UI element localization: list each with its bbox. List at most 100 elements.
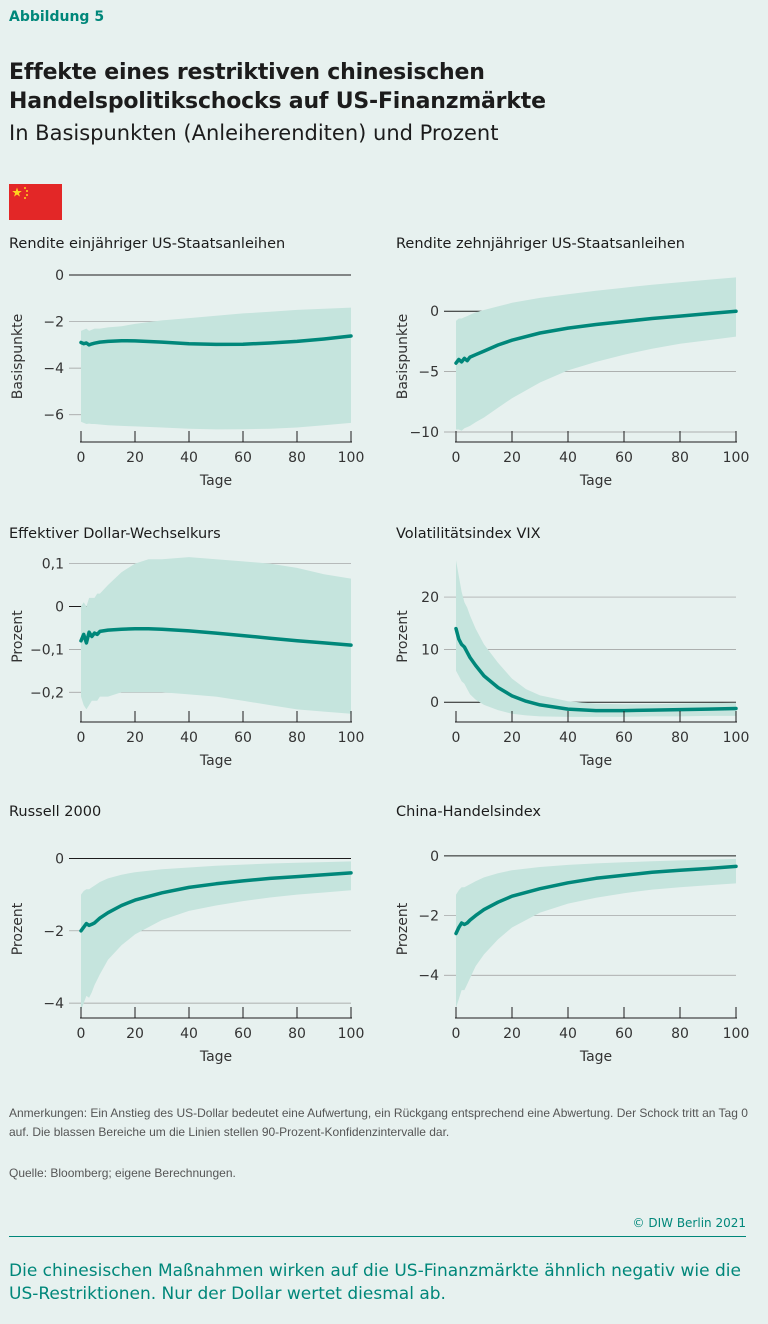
rendite-10j-y-axis-title: Basispunkte <box>395 314 411 400</box>
credit-text: © DIW Berlin 2021 <box>632 1216 746 1230</box>
china-flag-small-star-2 <box>26 190 28 192</box>
dollar-ytick-label: −0,2 <box>30 685 64 701</box>
rendite-1j-confidence-band <box>81 307 351 430</box>
china-handel-ytick-label: 0 <box>430 849 439 865</box>
rendite-10j-ytick-label: −5 <box>418 365 439 381</box>
rendite-1j-x-axis-title: Tage <box>199 473 232 489</box>
china-handel-xtick-label: 20 <box>503 1026 521 1042</box>
china-handel-xtick-label: 0 <box>452 1026 461 1042</box>
china-handel-xtick-label: 60 <box>615 1026 633 1042</box>
dollar-xtick-label: 60 <box>234 730 252 746</box>
rendite-10j-series-line <box>454 309 738 365</box>
dollar-ytick-label: −0,1 <box>30 642 64 658</box>
vix-xtick-label: 60 <box>615 730 633 746</box>
page-title: Effekte eines restriktiven chinesischen … <box>9 60 546 114</box>
rendite-1j-xtick-label: 80 <box>288 450 306 466</box>
rendite-1j-xtick-label: 60 <box>234 450 252 466</box>
rendite-1j-xtick-label: 40 <box>180 450 198 466</box>
russell-ytick-label: −2 <box>43 924 64 940</box>
dollar-xtick-label: 0 <box>77 730 86 746</box>
dollar-ytick-label: 0,1 <box>42 557 64 573</box>
rendite-1j-series-line <box>79 334 353 347</box>
dollar-x-axis-title: Tage <box>199 753 232 769</box>
chart-panels: Rendite einjähriger US-Staatsanleihen 0 −2… <box>9 236 750 1065</box>
vix-series-line <box>454 626 738 713</box>
rendite-1j-ytick-label: −4 <box>43 361 64 377</box>
rendite-1j-xtick-label: 0 <box>77 450 86 466</box>
russell-xtick-label: 80 <box>288 1026 306 1042</box>
rendite-1j-ytick-label: 0 <box>55 268 64 284</box>
vix-ytick-label: 10 <box>421 643 439 659</box>
rendite-10j-confidence-band <box>456 277 736 431</box>
vix-xtick-label: 40 <box>559 730 577 746</box>
rendite-10j-xtick-label: 0 <box>452 450 461 466</box>
china-handel-xtick-label: 40 <box>559 1026 577 1042</box>
vix-title: Volatilitätsindex VIX <box>396 526 541 542</box>
dollar-title: Effektiver Dollar-Wechselkurs <box>9 526 221 542</box>
takeaway-text: Die chinesischen Maßnahmen wirken auf di… <box>9 1261 741 1304</box>
vix-ytick-label: 0 <box>430 695 439 711</box>
china-handel-confidence-band <box>456 858 736 1008</box>
russell-title: Russell 2000 <box>9 804 101 820</box>
rendite-10j-xtick-label: 40 <box>559 450 577 466</box>
figure-label: Abbildung 5 <box>9 9 105 25</box>
vix-xtick-label: 0 <box>452 730 461 746</box>
rendite-1j-ytick-label: −2 <box>43 315 64 331</box>
russell-xtick-label: 60 <box>234 1026 252 1042</box>
russell-y-axis-title: Prozent <box>10 902 26 955</box>
china-handel-ytick-label: −4 <box>418 968 439 984</box>
rendite-10j-x-axis-title: Tage <box>579 473 612 489</box>
vix-xtick-label: 100 <box>723 730 750 746</box>
page-subtitle: In Basispunkten (Anleiherenditen) und Pr… <box>9 121 499 145</box>
notes-text: Anmerkungen: Ein Anstieg des US-Dollar b… <box>9 1106 748 1139</box>
rendite-1j-xtick-label: 20 <box>126 450 144 466</box>
rendite-1j-title: Rendite einjähriger US-Staatsanleihen <box>9 236 285 252</box>
china-flag-icon <box>9 184 62 220</box>
vix-xtick-label: 80 <box>671 730 689 746</box>
rendite-1j-ytick-label: −6 <box>43 408 64 424</box>
china-handel-x-axis-title: Tage <box>579 1049 612 1065</box>
china-handel-title: China-Handelsindex <box>396 804 541 820</box>
vix-ytick-label: 20 <box>421 590 439 606</box>
vix-y-axis-title: Prozent <box>395 610 411 663</box>
china-flag-big-star <box>12 187 22 197</box>
source-text: Quelle: Bloomberg; eigene Berechnungen. <box>9 1166 236 1180</box>
vix-confidence-band <box>456 560 736 717</box>
vix-xtick-label: 20 <box>503 730 521 746</box>
dollar-xtick-label: 40 <box>180 730 198 746</box>
vix-x-axis-title: Tage <box>579 753 612 769</box>
rendite-10j-ytick-label: 0 <box>430 304 439 320</box>
russell-xtick-label: 40 <box>180 1026 198 1042</box>
dollar-ytick-label: 0 <box>55 599 64 615</box>
dollar-series-line <box>79 627 353 647</box>
rendite-1j-xtick-label: 100 <box>338 450 365 466</box>
russell-ytick-label: −4 <box>43 996 64 1012</box>
dollar-confidence-band <box>81 557 351 714</box>
russell-confidence-band <box>81 861 351 1011</box>
russell-series-line <box>79 871 353 933</box>
dollar-xtick-label: 80 <box>288 730 306 746</box>
rendite-10j-xtick-label: 20 <box>503 450 521 466</box>
rendite-10j-ytick-label: −10 <box>409 425 439 441</box>
china-handel-xtick-label: 100 <box>723 1026 750 1042</box>
dollar-xtick-label: 20 <box>126 730 144 746</box>
russell-ytick-label: 0 <box>55 851 64 867</box>
china-flag-small-star-4 <box>24 197 26 199</box>
rendite-1j-y-axis-title: Basispunkte <box>10 314 26 400</box>
china-handel-ytick-label: −2 <box>418 909 439 925</box>
china-handel-xtick-label: 80 <box>671 1026 689 1042</box>
china-flag-small-star-1 <box>24 187 26 189</box>
russell-xtick-label: 20 <box>126 1026 144 1042</box>
rendite-10j-title: Rendite zehnjähriger US-Staatsanleihen <box>396 236 685 252</box>
dollar-xtick-label: 100 <box>338 730 365 746</box>
china-handel-y-axis-title: Prozent <box>395 902 411 955</box>
china-flag-small-star-3 <box>26 194 28 196</box>
rendite-10j-xtick-label: 60 <box>615 450 633 466</box>
divider <box>9 1236 746 1237</box>
russell-x-axis-title: Tage <box>199 1049 232 1065</box>
russell-xtick-label: 100 <box>338 1026 365 1042</box>
rendite-10j-xtick-label: 100 <box>723 450 750 466</box>
china-handel-series-line <box>454 864 738 936</box>
russell-xtick-label: 0 <box>77 1026 86 1042</box>
rendite-10j-xtick-label: 80 <box>671 450 689 466</box>
